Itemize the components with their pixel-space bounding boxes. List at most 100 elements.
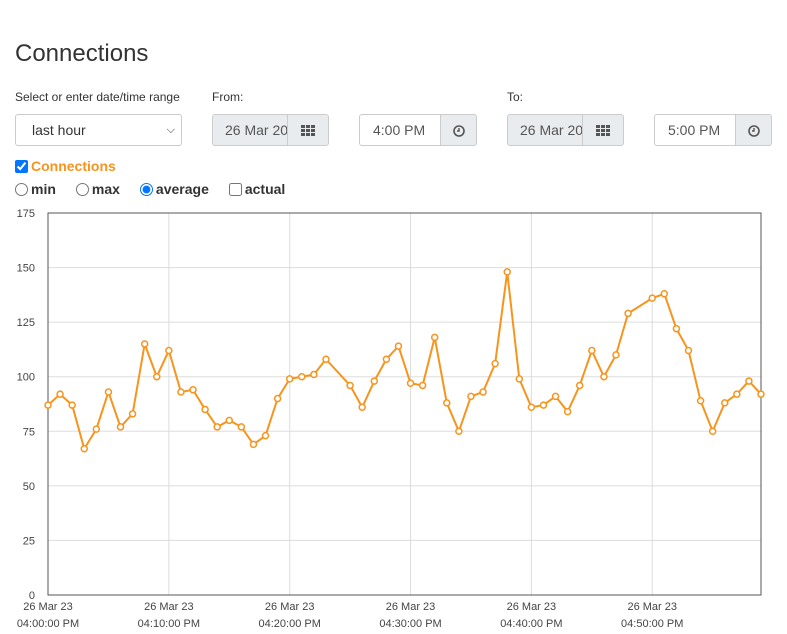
option-input[interactable] bbox=[15, 182, 28, 196]
from-time[interactable]: 4:00 PM bbox=[359, 114, 441, 146]
data-point bbox=[285, 375, 294, 383]
from-time-value: 4:00 PM bbox=[373, 122, 426, 138]
series-line bbox=[47, 271, 762, 452]
option[interactable]: actual bbox=[228, 181, 286, 197]
to-date[interactable]: 26 Mar 2023 bbox=[507, 114, 583, 146]
to-time-value: 5:00 PM bbox=[668, 122, 721, 138]
data-point bbox=[225, 416, 234, 425]
x-tick-label: 26 Mar 23 bbox=[507, 601, 557, 613]
option-label: min bbox=[31, 181, 56, 197]
data-point bbox=[757, 390, 765, 398]
page-title: Connections bbox=[15, 40, 149, 67]
y-tick-label: 175 bbox=[17, 208, 35, 220]
data-point bbox=[430, 333, 439, 342]
clock-icon bbox=[452, 125, 465, 138]
option-row: min max average actual bbox=[15, 181, 305, 197]
grid-icon bbox=[596, 125, 610, 137]
data-point bbox=[624, 309, 632, 318]
data-point bbox=[600, 372, 608, 381]
x-tick-label: 26 Mar 23 bbox=[23, 601, 73, 613]
option[interactable]: max bbox=[75, 181, 120, 197]
y-tick-label: 0 bbox=[29, 590, 35, 602]
from-date-value: 26 Mar 2023 bbox=[225, 122, 288, 138]
x-tick-label: 04:30:00 PM bbox=[379, 618, 441, 630]
data-point bbox=[177, 388, 185, 396]
data-point bbox=[443, 399, 451, 407]
option[interactable]: min bbox=[15, 181, 56, 197]
data-point bbox=[588, 346, 596, 355]
data-point bbox=[515, 375, 524, 383]
x-tick-label: 04:40:00 PM bbox=[500, 618, 562, 630]
data-point bbox=[273, 394, 282, 403]
to-date-value: 26 Mar 2023 bbox=[520, 122, 583, 138]
series-toggle[interactable]: Connections bbox=[15, 158, 116, 174]
y-tick-label: 25 bbox=[23, 535, 35, 547]
y-tick-label: 50 bbox=[23, 481, 35, 493]
chevron: ⌵ bbox=[166, 124, 175, 136]
to-time[interactable]: 5:00 PM bbox=[654, 114, 736, 146]
option[interactable]: average bbox=[139, 181, 209, 197]
data-point bbox=[261, 431, 270, 440]
data-point bbox=[733, 390, 741, 398]
data-point bbox=[201, 405, 209, 414]
plot-frame bbox=[47, 212, 762, 596]
x-tick-label: 26 Mar 23 bbox=[386, 601, 436, 613]
data-point bbox=[696, 396, 705, 405]
calendar-button[interactable] bbox=[287, 114, 329, 146]
data-point bbox=[684, 346, 693, 355]
from-label: From: bbox=[212, 90, 244, 104]
data-point bbox=[56, 390, 64, 398]
option-input[interactable] bbox=[139, 182, 153, 196]
data-point bbox=[527, 403, 536, 412]
clock-button[interactable] bbox=[440, 114, 477, 146]
data-point bbox=[165, 346, 173, 355]
data-point bbox=[382, 355, 391, 364]
option-label: average bbox=[155, 181, 209, 197]
data-point bbox=[237, 423, 246, 431]
data-point bbox=[708, 427, 717, 436]
data-point bbox=[128, 410, 137, 418]
data-point bbox=[116, 423, 125, 431]
data-point bbox=[298, 372, 306, 381]
option-label: actual bbox=[244, 181, 286, 197]
data-point bbox=[720, 399, 729, 407]
option-label: max bbox=[91, 181, 120, 197]
x-tick-label: 26 Mar 23 bbox=[144, 601, 194, 613]
x-tick-label: 04:50:00 PM bbox=[621, 618, 683, 630]
data-point bbox=[539, 401, 548, 409]
data-point bbox=[491, 359, 499, 368]
data-point bbox=[358, 403, 366, 412]
data-point bbox=[660, 290, 669, 298]
option-input[interactable] bbox=[228, 182, 242, 196]
series-checkbox[interactable] bbox=[15, 159, 28, 173]
data-point bbox=[68, 401, 76, 409]
data-point bbox=[612, 351, 620, 359]
data-point bbox=[189, 386, 197, 394]
clock-icon bbox=[747, 125, 760, 138]
data-point bbox=[80, 444, 89, 453]
x-tick-label: 04:00:00 PM bbox=[17, 618, 79, 630]
data-point bbox=[745, 377, 753, 385]
data-point bbox=[551, 392, 560, 401]
x-tick-label: 04:10:00 PM bbox=[138, 618, 200, 630]
range-label: Select or enter date/time range bbox=[15, 90, 180, 104]
data-point bbox=[467, 392, 475, 401]
data-point bbox=[479, 388, 487, 396]
data-point bbox=[104, 388, 113, 396]
clock-button[interactable] bbox=[735, 114, 772, 146]
data-point bbox=[503, 268, 511, 276]
data-point bbox=[249, 440, 258, 449]
option-input[interactable] bbox=[75, 182, 89, 196]
data-point bbox=[406, 379, 415, 388]
data-point bbox=[346, 381, 354, 390]
data-point bbox=[370, 377, 379, 385]
from-date[interactable]: 26 Mar 2023 bbox=[212, 114, 288, 146]
x-tick-label: 04:20:00 PM bbox=[259, 618, 321, 630]
calendar-button[interactable] bbox=[582, 114, 624, 146]
data-point bbox=[44, 401, 52, 409]
data-point bbox=[213, 423, 221, 431]
range-value: last hour bbox=[32, 122, 86, 138]
range-select[interactable]: last hour ⌵ bbox=[15, 114, 182, 146]
data-point bbox=[455, 427, 463, 436]
